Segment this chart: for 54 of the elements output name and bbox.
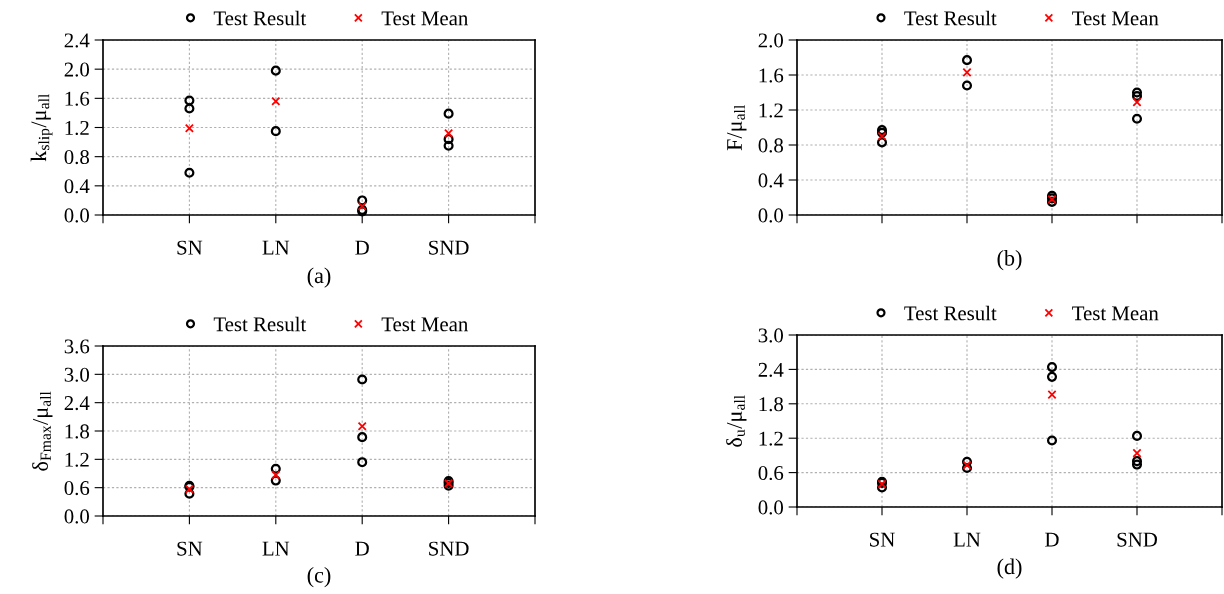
y-axis-title: δ$_{u}$/μ$_{all}$ — [726, 395, 747, 447]
y-tick-label: 2.0 — [758, 33, 784, 48]
x-tick-label: SN — [177, 240, 203, 255]
text: (c) — [307, 567, 331, 588]
y-tick-label: 1.8 — [65, 424, 90, 439]
y-tick-label: 1.8 — [759, 397, 784, 412]
y-axis-title: F/μ$_{all}$ — [727, 105, 747, 151]
y-tick-label: 2.4 — [758, 362, 784, 377]
y-tick-label: 1.2 — [759, 431, 783, 446]
legend-label: Test Mean — [381, 317, 469, 332]
x-tick-label: SN — [870, 532, 895, 547]
text: (d) — [997, 558, 1022, 579]
y-tick-label: 0.0 — [64, 509, 90, 524]
text: (a) — [307, 267, 331, 288]
y-tick-label: 1.6 — [759, 68, 784, 83]
y-tick-label: 0.8 — [758, 138, 784, 153]
y-tick-label: 0.0 — [758, 500, 784, 515]
y-axis-title: k$_{slip}$/μ$_{all}$ — [30, 94, 53, 162]
x-tick-label: SND — [429, 240, 469, 255]
legend-label: Test Result — [213, 10, 307, 26]
y-tick-label: 0.4 — [64, 179, 90, 194]
text: (b) — [997, 250, 1022, 271]
y-tick-label: 2.4 — [64, 33, 90, 48]
y-tick-label: 0.0 — [64, 208, 90, 223]
y-tick-label: 2.4 — [64, 396, 90, 411]
y-tick-label: 0.6 — [758, 465, 784, 481]
y-tick-label: 3.6 — [64, 339, 90, 354]
y-tick-label: 3.0 — [64, 367, 90, 382]
y-tick-label: 1.6 — [65, 91, 90, 106]
x-tick-label: LN — [262, 541, 290, 556]
legend-label: Test Mean — [1072, 11, 1159, 26]
legend-label: Test Result — [904, 10, 997, 26]
x-tick-label: D — [355, 541, 369, 556]
x-tick-label: LN — [262, 240, 290, 255]
legend-label: Test Mean — [1072, 306, 1159, 321]
y-tick-label: 0.8 — [64, 150, 90, 165]
y-tick-label: 0.4 — [758, 173, 784, 188]
x-tick-label: SN — [177, 541, 203, 556]
y-axis-title: δ$_{Fmax}$/μ$_{all}$ — [32, 391, 53, 471]
legend-label: Test Result — [904, 305, 997, 321]
x-tick-label: LN — [953, 532, 981, 547]
x-tick-label: D — [355, 240, 369, 255]
y-tick-label: 1.2 — [65, 120, 89, 136]
y-tick-label: 2.0 — [64, 62, 90, 77]
y-tick-label: 0.0 — [758, 208, 784, 223]
y-tick-label: 1.2 — [759, 103, 783, 118]
legend-label: Test Mean — [381, 11, 469, 26]
x-tick-label: SND — [429, 541, 469, 556]
x-tick-label: SND — [1117, 532, 1158, 547]
x-tick-label: D — [1045, 532, 1059, 547]
y-tick-label: 0.6 — [64, 481, 90, 496]
y-tick-label: 1.2 — [65, 452, 89, 467]
legend-label: Test Result — [213, 316, 307, 332]
y-tick-label: 3.0 — [758, 328, 784, 343]
